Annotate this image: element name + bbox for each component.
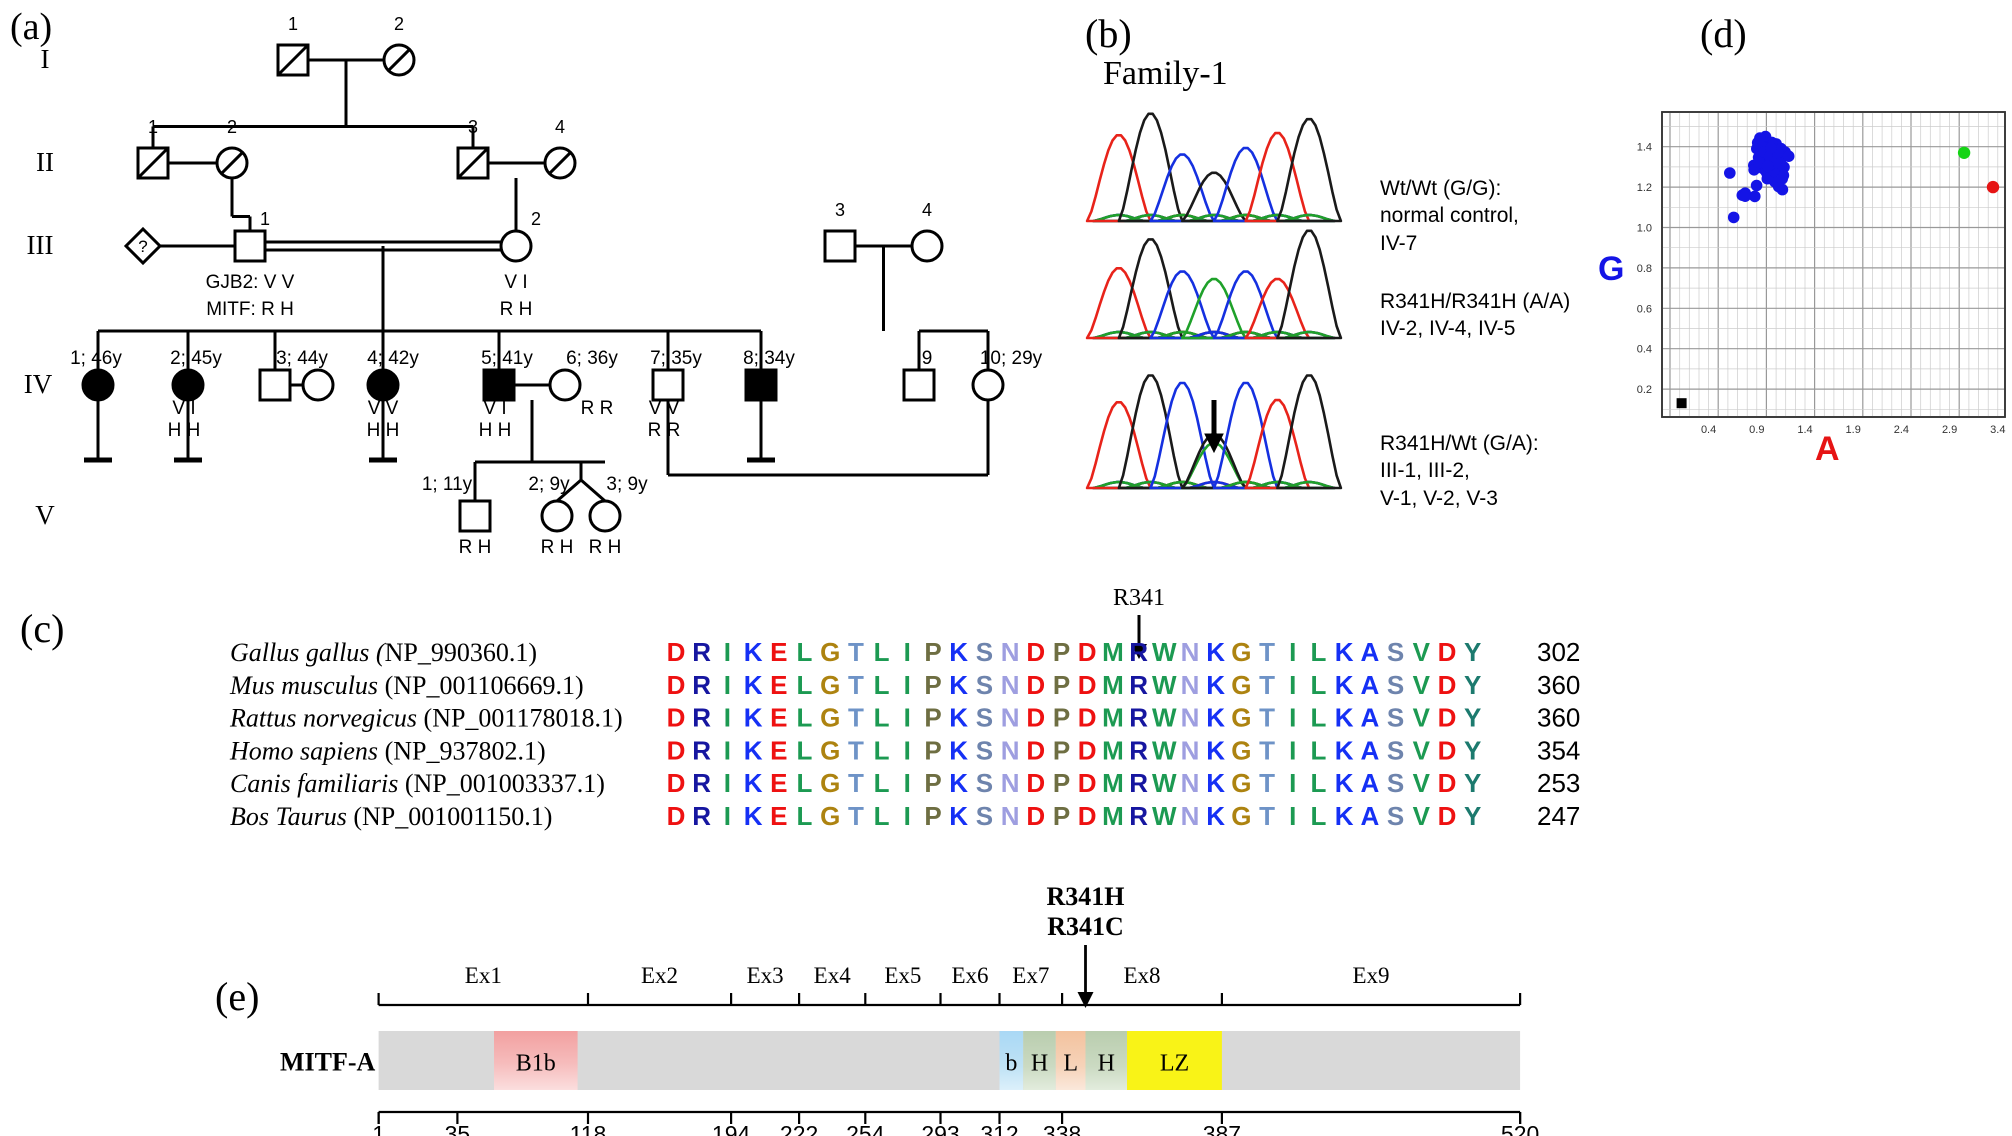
svg-text:1.4: 1.4 <box>1797 424 1812 436</box>
svg-text:0.6: 0.6 <box>1637 303 1652 315</box>
svg-text:1.4: 1.4 <box>1637 142 1652 154</box>
svg-text:2.9: 2.9 <box>1942 424 1957 436</box>
svg-text:1.0: 1.0 <box>1637 223 1652 235</box>
svg-text:0.8: 0.8 <box>1637 263 1652 275</box>
svg-text:0.4: 0.4 <box>1637 344 1652 356</box>
svg-text:1.2: 1.2 <box>1637 182 1652 194</box>
svg-text:0.4: 0.4 <box>1701 424 1716 436</box>
svg-text:0.2: 0.2 <box>1637 384 1652 396</box>
svg-text:2.4: 2.4 <box>1894 424 1909 436</box>
svg-text:1.9: 1.9 <box>1846 424 1861 436</box>
svg-text:3.4: 3.4 <box>1990 424 2005 436</box>
svg-text:0.9: 0.9 <box>1749 424 1764 436</box>
